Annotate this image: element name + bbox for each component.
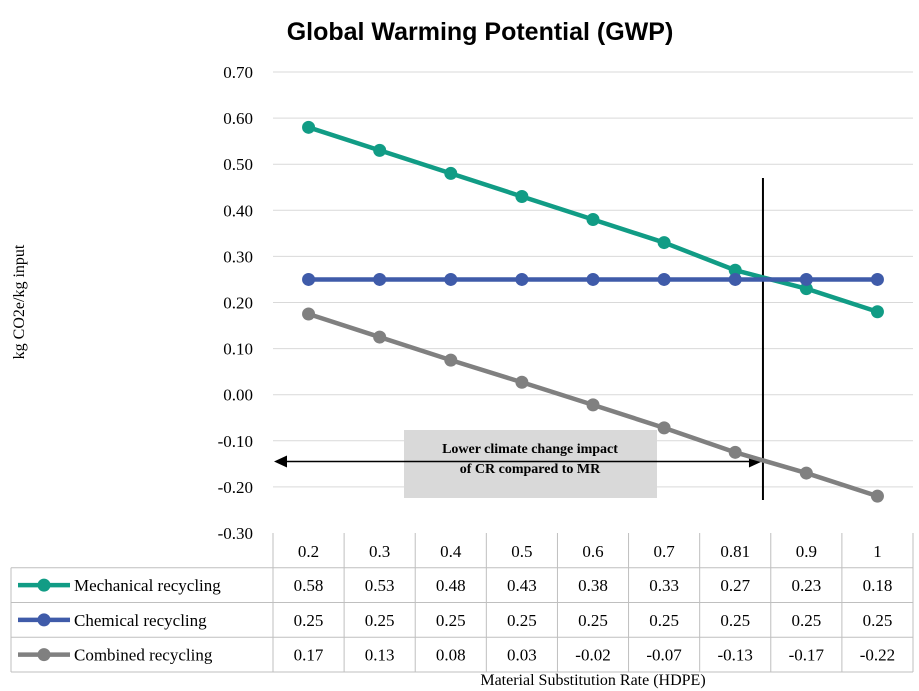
table-cell: 0.38 bbox=[578, 576, 608, 595]
y-ticks: 0.70 0.60 0.50 0.40 0.30 0.20 0.10 0.00 -0.10 -0.… bbox=[218, 63, 253, 543]
y-tick-label: 0.10 bbox=[223, 340, 253, 359]
data-point bbox=[586, 398, 600, 412]
annotation-box bbox=[404, 430, 657, 498]
table-cell: 0.25 bbox=[791, 611, 821, 630]
data-point bbox=[444, 272, 458, 286]
data-point bbox=[870, 489, 884, 503]
x-tick-label: 1 bbox=[873, 542, 882, 561]
data-point bbox=[657, 272, 671, 286]
data-point bbox=[799, 282, 813, 296]
x-tick-label: 0.81 bbox=[720, 542, 750, 561]
y-tick-label: -0.10 bbox=[218, 432, 253, 451]
y-tick-label: 0.20 bbox=[223, 294, 253, 313]
table-cell: 0.53 bbox=[365, 576, 395, 595]
table-cell: 0.33 bbox=[649, 576, 679, 595]
table-cell: 0.18 bbox=[863, 576, 893, 595]
data-point bbox=[870, 272, 884, 286]
data-point bbox=[870, 305, 884, 319]
annotation-text-line2: of CR compared to MR bbox=[460, 462, 601, 477]
data-point bbox=[799, 272, 813, 286]
table-cell: 0.58 bbox=[294, 576, 324, 595]
data-point bbox=[728, 272, 742, 286]
legend-marker bbox=[37, 578, 51, 592]
data-point bbox=[373, 272, 387, 286]
data-point bbox=[728, 445, 742, 459]
series-combined-recycling bbox=[302, 307, 884, 503]
table-cell: 0.48 bbox=[436, 576, 466, 595]
x-axis-label: Material Substitution Rate (HDPE) bbox=[480, 672, 705, 689]
table-cell: -0.13 bbox=[718, 646, 753, 665]
y-tick-label: 0.70 bbox=[223, 63, 253, 82]
table-cell: -0.17 bbox=[789, 646, 825, 665]
data-point bbox=[302, 272, 316, 286]
annotation-text-line1: Lower climate change impact bbox=[442, 442, 618, 457]
data-point bbox=[586, 213, 600, 227]
x-tick-label: 0.9 bbox=[796, 542, 817, 561]
data-point bbox=[302, 120, 316, 134]
data-point bbox=[799, 466, 813, 480]
table-cell: 0.25 bbox=[365, 611, 395, 630]
table-cell: -0.07 bbox=[646, 646, 682, 665]
y-tick-label: -0.20 bbox=[218, 478, 253, 497]
data-table: 0.2 0.3 0.4 0.5 0.6 0.7 0.81 0.9 1 Mechanical rec… bbox=[10, 533, 914, 673]
data-point bbox=[586, 272, 600, 286]
y-tick-label: 0.50 bbox=[223, 155, 253, 174]
series-chemical-recycling bbox=[302, 272, 884, 286]
legend-label: Combined recycling bbox=[74, 646, 213, 665]
table-cell: 0.25 bbox=[720, 611, 750, 630]
data-point bbox=[515, 375, 529, 389]
data-point bbox=[444, 166, 458, 180]
table-cell: 0.17 bbox=[294, 646, 324, 665]
series-lines bbox=[302, 120, 884, 503]
table-cell: 0.25 bbox=[507, 611, 537, 630]
x-tick-label: 0.2 bbox=[298, 542, 319, 561]
table-cell: 0.27 bbox=[720, 576, 750, 595]
data-point bbox=[515, 189, 529, 203]
data-point bbox=[444, 353, 458, 367]
table-cell: 0.23 bbox=[791, 576, 821, 595]
table-cell: 0.25 bbox=[436, 611, 466, 630]
x-tick-label: 0.3 bbox=[369, 542, 390, 561]
series-mechanical-recycling bbox=[302, 120, 884, 319]
data-point bbox=[728, 263, 742, 277]
legend-marker bbox=[37, 613, 51, 627]
annotation: Lower climate change impact of CR compare… bbox=[274, 178, 764, 500]
y-axis-label: kg CO2e/kg input bbox=[11, 244, 28, 359]
x-tick-label: 0.7 bbox=[653, 542, 675, 561]
x-tick-label: 0.5 bbox=[511, 542, 532, 561]
y-tick-label: 0.60 bbox=[223, 109, 253, 128]
x-tick-label: 0.6 bbox=[582, 542, 603, 561]
arrow-head-left bbox=[274, 455, 287, 468]
table-cell: 0.13 bbox=[365, 646, 395, 665]
y-tick-label: -0.30 bbox=[218, 524, 253, 543]
data-point bbox=[373, 330, 387, 344]
table-cell: 0.43 bbox=[507, 576, 537, 595]
table-cell: -0.02 bbox=[575, 646, 610, 665]
table-cell: 0.03 bbox=[507, 646, 537, 665]
y-tick-label: 0.00 bbox=[223, 386, 253, 405]
legend-label: Chemical recycling bbox=[74, 611, 207, 630]
table-cell: 0.25 bbox=[294, 611, 324, 630]
table-cell: -0.22 bbox=[860, 646, 895, 665]
data-point bbox=[373, 143, 387, 157]
chart-title: Global Warming Potential (GWP) bbox=[287, 18, 674, 46]
x-tick-label: 0.4 bbox=[440, 542, 462, 561]
legend-marker bbox=[37, 648, 51, 662]
table-cell: 0.25 bbox=[863, 611, 893, 630]
data-point bbox=[657, 236, 671, 250]
legend-label: Mechanical recycling bbox=[74, 576, 221, 595]
y-tick-label: 0.40 bbox=[223, 201, 253, 220]
table-cell: 0.25 bbox=[578, 611, 608, 630]
table-cell: 0.25 bbox=[649, 611, 679, 630]
table-cell: 0.08 bbox=[436, 646, 466, 665]
y-tick-label: 0.30 bbox=[223, 247, 253, 266]
data-point bbox=[515, 272, 529, 286]
data-point bbox=[302, 307, 316, 321]
data-point bbox=[657, 421, 671, 435]
